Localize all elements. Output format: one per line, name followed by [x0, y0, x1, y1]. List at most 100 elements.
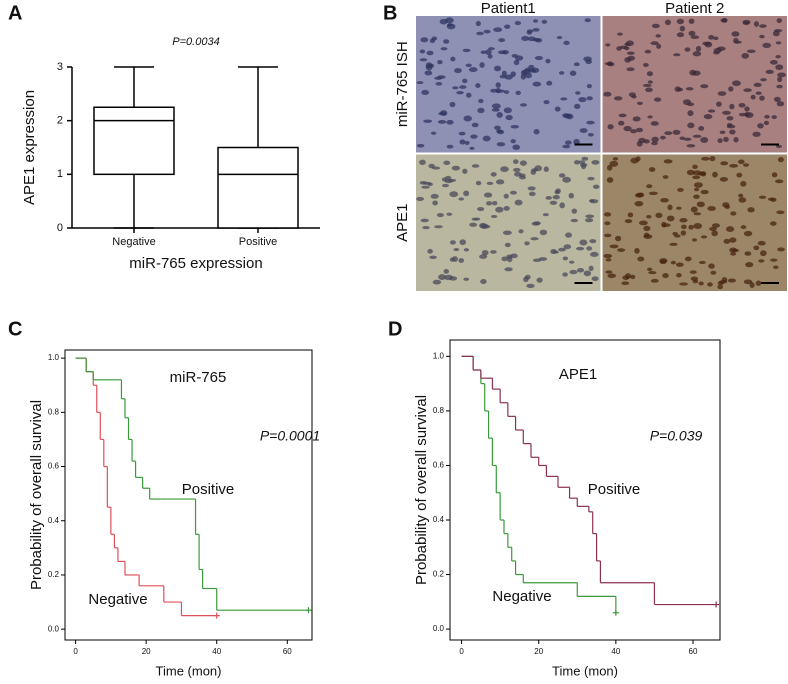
nucleus — [648, 167, 656, 172]
nucleus — [470, 134, 478, 139]
censor-mark — [612, 609, 619, 616]
nucleus — [693, 212, 702, 216]
nucleus — [760, 78, 767, 82]
nucleus — [528, 64, 535, 71]
nucleus — [648, 191, 658, 196]
nucleus — [466, 92, 472, 98]
nucleus — [730, 211, 737, 216]
nucleus — [605, 270, 613, 274]
nucleus — [642, 83, 652, 87]
nucleus — [709, 155, 716, 162]
nucleus — [679, 25, 686, 32]
nucleus — [459, 239, 467, 246]
nucleus — [656, 43, 662, 49]
nucleus — [738, 102, 746, 108]
nucleus — [420, 218, 429, 223]
nucleus — [586, 84, 592, 89]
nucleus — [419, 49, 426, 54]
y-tick-label: 0.6 — [48, 462, 60, 471]
nucleus — [463, 248, 470, 252]
nucleus — [469, 222, 478, 227]
nucleus — [606, 164, 613, 171]
nucleus — [592, 184, 600, 189]
nucleus — [624, 219, 633, 224]
nucleus — [650, 278, 659, 283]
nucleus — [578, 97, 587, 103]
nucleus — [762, 42, 772, 48]
nucleus — [777, 157, 784, 163]
nucleus — [769, 59, 778, 65]
nucleus — [759, 95, 765, 101]
nucleus — [765, 69, 774, 74]
nucleus — [588, 265, 594, 272]
nucleus — [584, 18, 591, 23]
nucleus — [683, 137, 692, 141]
nucleus — [643, 232, 650, 238]
nucleus — [581, 156, 589, 161]
nucleus — [659, 258, 668, 264]
nucleus — [487, 54, 493, 59]
nucleus — [438, 274, 446, 281]
nucleus — [496, 129, 503, 133]
nucleus — [490, 250, 497, 254]
nucleus — [465, 63, 472, 68]
nucleus — [752, 131, 761, 137]
nucleus — [613, 96, 623, 101]
nucleus — [485, 49, 492, 55]
nucleus — [604, 221, 611, 226]
nucleus — [434, 76, 443, 80]
nucleus — [462, 78, 468, 84]
nucleus — [458, 131, 466, 136]
nucleus — [550, 249, 557, 255]
nucleus — [776, 210, 785, 215]
nucleus — [560, 97, 568, 101]
nucleus — [721, 277, 728, 283]
nucleus — [664, 19, 671, 26]
nucleus — [704, 41, 713, 48]
nucleus — [423, 119, 433, 123]
nucleus — [693, 223, 703, 229]
nucleus — [421, 89, 430, 95]
nucleus — [769, 221, 777, 226]
nucleus — [549, 200, 558, 205]
nucleus — [490, 172, 497, 177]
nucleus — [738, 159, 745, 165]
nucleus — [650, 121, 659, 126]
nucleus — [475, 180, 482, 186]
nucleus — [684, 47, 691, 52]
nucleus — [733, 40, 742, 44]
nucleus — [525, 72, 533, 79]
nucleus — [719, 130, 726, 135]
nucleus — [556, 36, 563, 40]
nucleus — [690, 206, 698, 213]
nucleus — [625, 40, 634, 47]
nucleus — [568, 192, 574, 199]
nucleus — [690, 276, 699, 281]
nucleus — [506, 254, 513, 259]
nucleus — [432, 279, 442, 285]
nucleus — [675, 262, 684, 267]
row-label: APE1 — [394, 204, 411, 242]
nucleus — [700, 171, 707, 177]
nucleus — [777, 247, 785, 252]
nucleus — [672, 129, 681, 135]
nucleus — [563, 244, 572, 250]
nucleus — [617, 32, 623, 36]
nucleus — [459, 139, 466, 145]
nucleus — [701, 156, 710, 161]
y-tick-label: 1.0 — [433, 351, 445, 360]
nucleus — [435, 81, 443, 86]
nucleus — [463, 277, 470, 281]
y-tick-label: 0.8 — [433, 406, 445, 415]
nucleus — [554, 190, 560, 195]
nucleus — [686, 144, 696, 148]
x-tick-label: 60 — [283, 647, 292, 656]
nucleus — [764, 114, 770, 119]
nucleus — [742, 19, 751, 25]
nucleus — [732, 80, 741, 87]
nucleus — [720, 18, 728, 23]
nucleus — [676, 206, 682, 210]
nucleus — [449, 101, 456, 108]
nucleus — [440, 47, 448, 51]
nucleus — [542, 213, 549, 217]
